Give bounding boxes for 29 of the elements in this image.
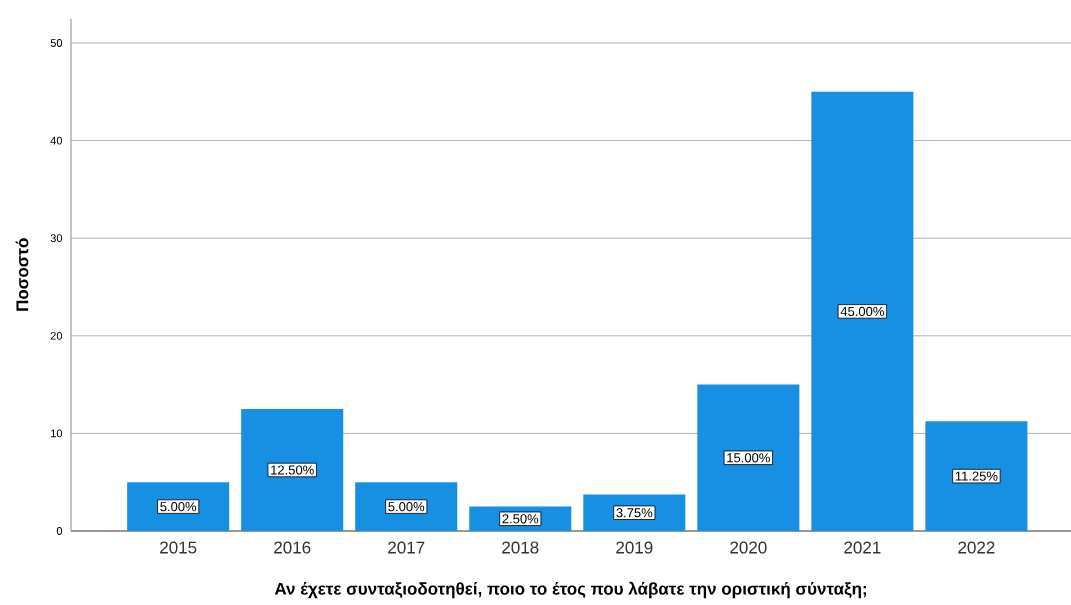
y-tick-label: 0: [56, 527, 63, 535]
data-label: 45.00%: [840, 306, 884, 316]
x-tick-label: 2022: [958, 541, 995, 554]
bar: [697, 384, 800, 531]
x-tick-label: 2020: [730, 541, 767, 554]
y-tick-label: 50: [50, 39, 63, 47]
data-label: 2.50%: [502, 514, 539, 524]
y-tick-label: 10: [51, 429, 63, 438]
x-axis-title: Αν έχετε συνταξιοδοτηθεί, ποιο το έτος που λάβατε την οριστική σύνταξη;: [274, 581, 867, 599]
bar: [241, 409, 344, 531]
y-tick-label: 30: [50, 234, 63, 243]
x-tick-label: 2019: [616, 541, 653, 554]
x-tick-label: 2017: [388, 541, 425, 554]
x-tick-label: 2018: [502, 541, 539, 554]
bar: [127, 482, 230, 531]
data-label: 12.50%: [271, 465, 314, 475]
x-tick-label: 2016: [274, 541, 311, 554]
data-label: 5.00%: [160, 502, 197, 512]
data-label: 15.00%: [727, 453, 770, 463]
y-tick-label: 40: [50, 136, 63, 145]
data-label: 3.75%: [616, 508, 653, 518]
bar: [811, 91, 914, 531]
y-axis-title: Ποσοστό: [15, 238, 29, 311]
y-tick-label: 20: [50, 331, 63, 340]
x-tick-label: 2021: [844, 541, 881, 554]
x-tick-label: 2015: [160, 541, 197, 554]
bar: [925, 421, 1028, 531]
data-label: 5.00%: [388, 502, 425, 512]
data-label: 11.25%: [955, 471, 998, 481]
